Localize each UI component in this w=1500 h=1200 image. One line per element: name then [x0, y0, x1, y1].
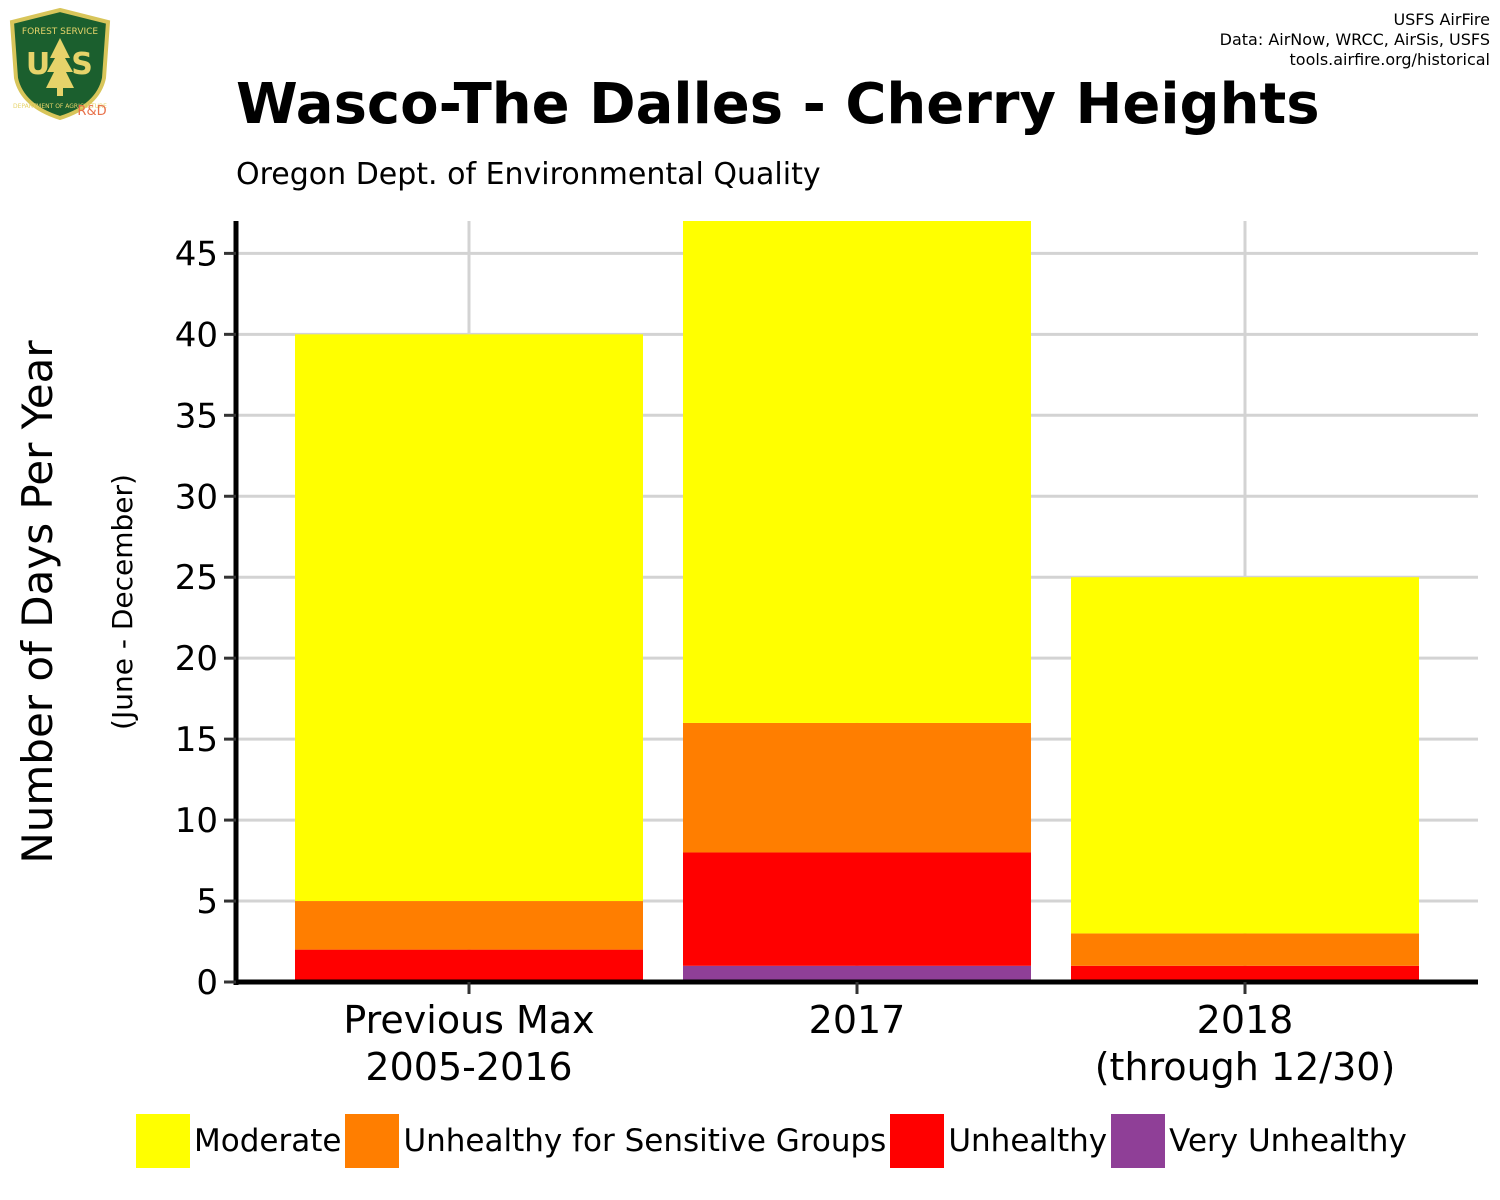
legend: Moderate Unhealthy for Sensitive Groups Un…	[136, 1114, 1411, 1168]
y-tick-label: 20	[175, 639, 218, 679]
svg-text:U: U	[26, 47, 50, 82]
legend-swatch	[345, 1114, 400, 1168]
svg-text:S: S	[71, 47, 93, 82]
bar-segment	[295, 949, 643, 982]
y-tick-label: 5	[196, 882, 218, 922]
chart-title: Wasco-The Dalles - Cherry Heights	[236, 72, 1320, 137]
credits: USFS AirFire Data: AirNow, WRCC, AirSis,…	[1220, 10, 1490, 70]
credit-line: USFS AirFire	[1393, 10, 1490, 29]
y-tick-label: 25	[175, 558, 218, 598]
usfs-logo: FOREST SERVICE U S DEPARTMENT OF AGRICUL…	[9, 8, 111, 120]
bar-segment	[683, 965, 1031, 982]
bar-segment	[1071, 965, 1419, 982]
legend-swatch	[890, 1114, 945, 1168]
legend-item: Very Unhealthy	[1111, 1114, 1407, 1168]
bar-segment	[295, 334, 643, 902]
legend-item: Unhealthy	[890, 1114, 1107, 1168]
tree-icon	[46, 38, 74, 88]
legend-label: Unhealthy for Sensitive Groups	[403, 1123, 887, 1159]
bar-segment	[683, 722, 1031, 853]
legend-swatch	[136, 1114, 190, 1168]
x-tick-label: (through 12/30)	[1095, 1045, 1396, 1089]
y-axis-sublabel: (June - December)	[106, 474, 139, 730]
x-tick-label: 2017	[809, 998, 906, 1042]
legend-item: Unhealthy for Sensitive Groups	[345, 1114, 886, 1168]
y-tick-label: 10	[175, 801, 218, 841]
y-tick-label: 15	[175, 720, 218, 760]
legend-swatch	[1111, 1114, 1166, 1168]
svg-text:DEPARTMENT OF AGRICULTURE: DEPARTMENT OF AGRICULTURE	[13, 103, 107, 110]
y-tick-label: 0	[196, 963, 218, 1003]
legend-item: Moderate	[136, 1114, 341, 1168]
y-tick-label: 30	[175, 477, 218, 517]
bar-segment	[295, 901, 643, 950]
svg-text:R&D: R&D	[77, 104, 106, 119]
credit-line: tools.airfire.org/historical	[1289, 50, 1490, 69]
y-tick-label: 35	[175, 396, 218, 436]
credit-line: Data: AirNow, WRCC, AirSis, USFS	[1219, 30, 1490, 49]
chart-subtitle: Oregon Dept. of Environmental Quality	[236, 157, 821, 192]
x-tick-label: Previous Max	[343, 998, 594, 1042]
legend-label: Unhealthy	[948, 1123, 1108, 1159]
legend-label: Moderate	[194, 1123, 342, 1159]
svg-text:FOREST SERVICE: FOREST SERVICE	[22, 27, 99, 37]
bar-segment	[1071, 577, 1419, 934]
y-tick-label: 45	[175, 234, 218, 274]
bar-segment	[683, 852, 1031, 966]
legend-label: Very Unhealthy	[1169, 1123, 1407, 1159]
x-tick-label: 2018	[1197, 998, 1294, 1042]
x-tick-label: 2005-2016	[365, 1045, 572, 1089]
y-axis-label: Number of Days Per Year	[13, 340, 62, 864]
bar-segment	[683, 221, 1031, 723]
bar-segment	[1071, 933, 1419, 966]
y-tick-label: 40	[175, 315, 218, 355]
